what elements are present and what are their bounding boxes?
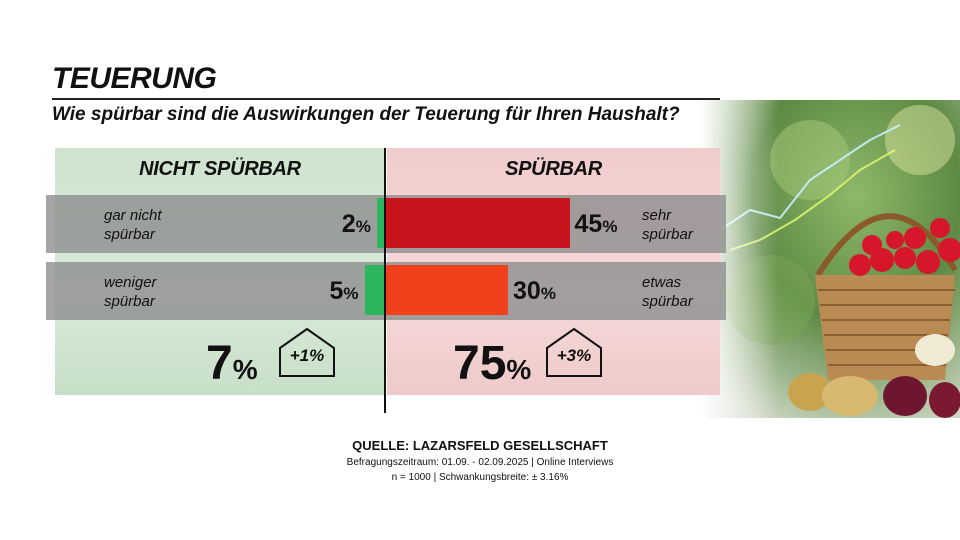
house-outline-icon: [279, 327, 335, 377]
question-subtitle: Wie spürbar sind die Auswirkungen der Te…: [52, 104, 680, 125]
category-label-weniger-spuerbar: weniger spürbar: [104, 274, 157, 310]
total-not-noticeable: 7%: [206, 337, 258, 390]
category-label-etwas-spuerbar: etwas spürbar: [642, 274, 693, 310]
house-outline-icon: [546, 327, 602, 377]
change-badge-not-noticeable: +1%: [278, 326, 336, 378]
chart-title: TEUERUNG: [52, 62, 217, 95]
noticeable-heading: SPÜRBAR: [505, 158, 602, 180]
bar-etwas-spuerbar: [385, 265, 508, 315]
category-label-gar-nicht-spuerbar: gar nicht spürbar: [104, 207, 162, 243]
vegetable-basket-image: [700, 100, 960, 418]
total-noticeable: 75%: [453, 337, 532, 390]
category-label-sehr-spuerbar: sehr spürbar: [642, 207, 693, 243]
source-line: QUELLE: LAZARSFELD GESELLSCHAFT: [352, 438, 608, 453]
survey-period: Befragungszeitraum: 01.09. - 02.09.2025 …: [346, 457, 614, 468]
value-label-weniger: 5%: [329, 277, 359, 305]
bar-weniger-spuerbar: [364, 265, 385, 315]
value-label-sehr: 45%: [574, 210, 618, 238]
sample-info: n = 1000 | Schwankungsbreite: ± 3.16%: [391, 472, 569, 483]
not-noticeable-heading: NICHT SPÜRBAR: [139, 158, 301, 180]
bar-gar-nicht-spuerbar: [376, 198, 385, 248]
axis-line: [384, 148, 386, 413]
bar-sehr-spuerbar: [385, 198, 570, 248]
title-rule: [52, 98, 720, 100]
value-label-etwas: 30%: [513, 277, 556, 305]
change-badge-noticeable: +3%: [545, 326, 603, 378]
value-label-gar-nicht: 2%: [341, 210, 371, 238]
